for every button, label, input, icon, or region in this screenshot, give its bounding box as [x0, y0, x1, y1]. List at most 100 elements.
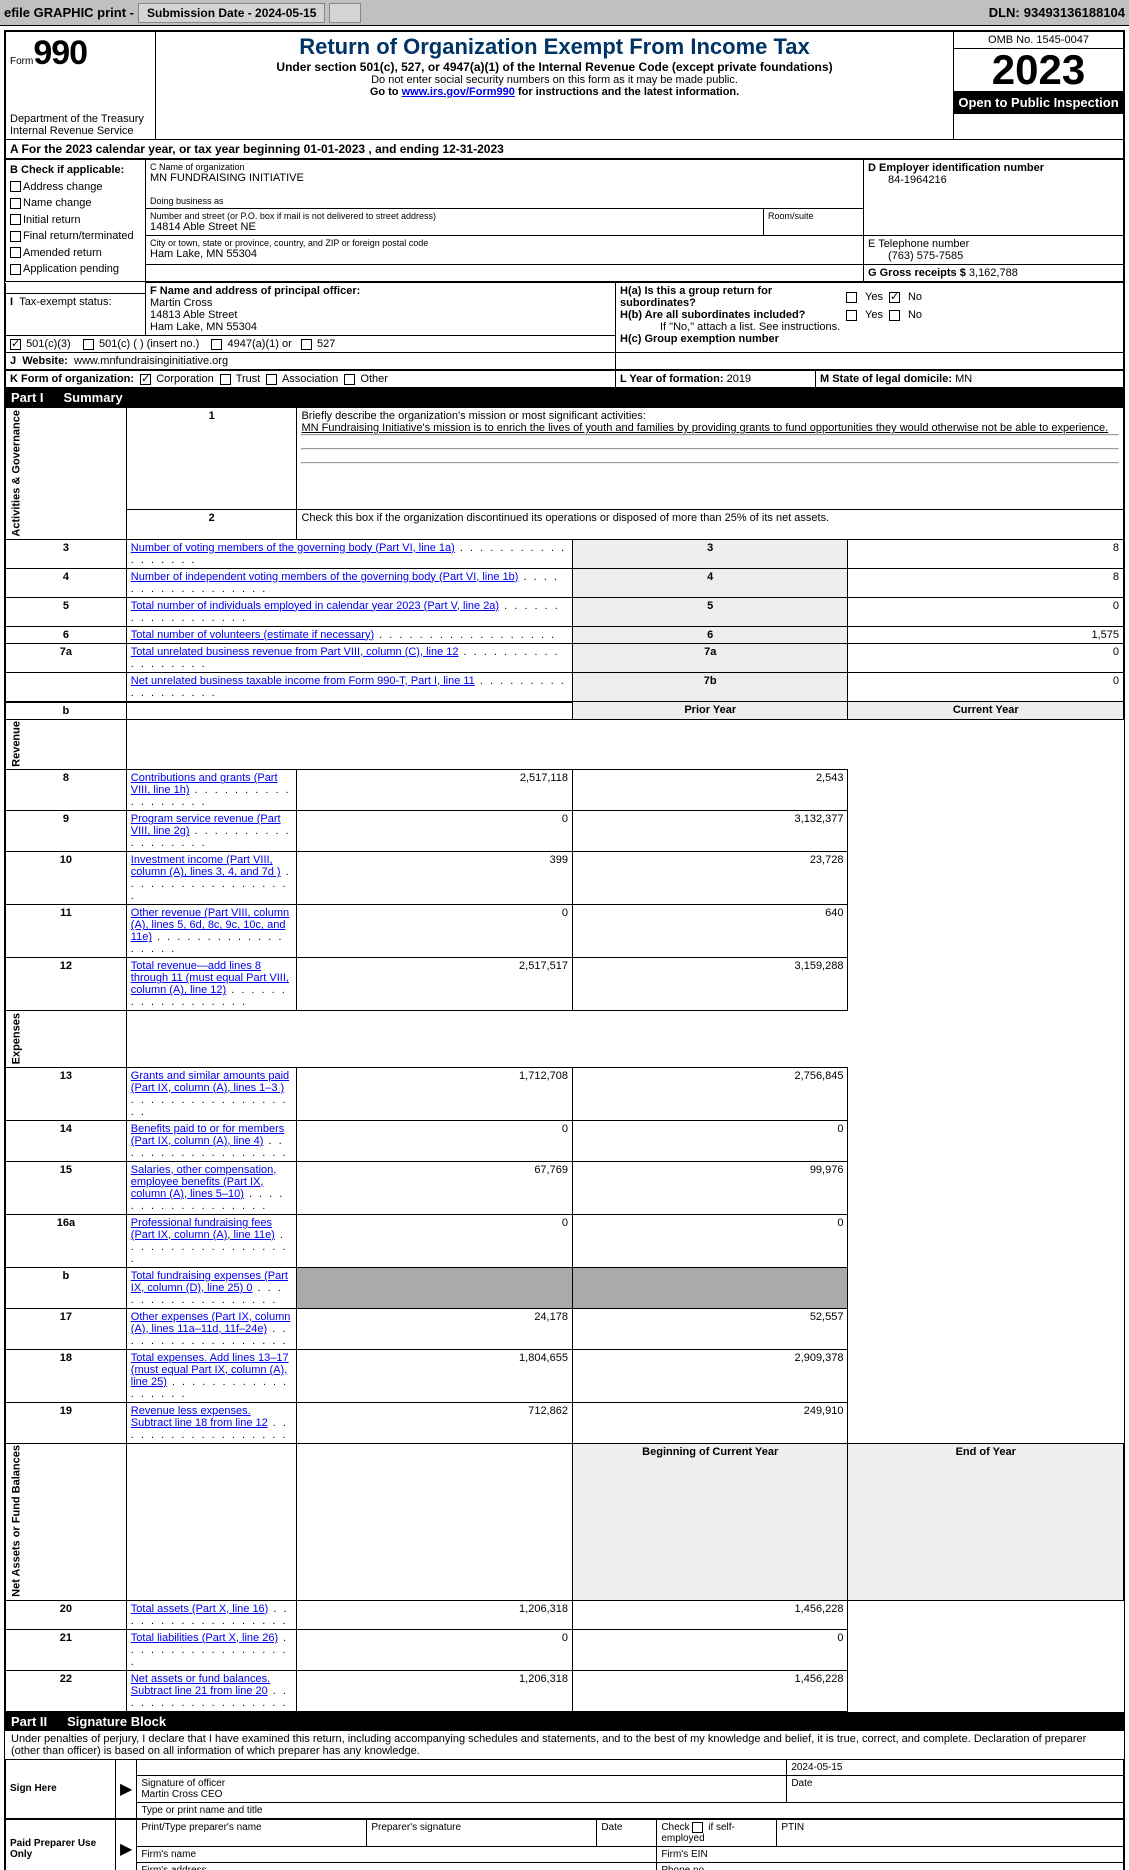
line-text: Net assets or fund balances. Subtract li… [126, 1670, 297, 1711]
arrow-icon-2: ▶ [120, 1841, 132, 1858]
year-formation-value: 2019 [727, 373, 751, 385]
line-text: Total revenue—add lines 8 through 11 (mu… [126, 958, 297, 1011]
line-box: 5 [572, 597, 848, 626]
ha-no-checkbox[interactable] [889, 292, 900, 303]
line-num: 20 [6, 1600, 127, 1629]
initial-return-checkbox[interactable] [10, 214, 21, 225]
cb-final: Final return/terminated [23, 230, 134, 242]
street-value: 14814 Able Street NE [150, 221, 759, 233]
corp-checkbox[interactable] [140, 374, 151, 385]
line-num: 11 [6, 905, 127, 958]
cb-initial: Initial return [23, 214, 80, 226]
department-label: Department of the Treasury Internal Reve… [10, 113, 151, 137]
line-value: 0 [848, 672, 1124, 702]
tax-status-label: Tax-exempt status: [19, 296, 111, 308]
line-value: 8 [848, 539, 1124, 568]
officer-status-table: F Name and address of principal officer:… [5, 282, 1124, 370]
side-expenses: Expenses [6, 1011, 127, 1067]
side-netassets: Net Assets or Fund Balances [6, 1443, 127, 1600]
firm-ein-label: Firm's EIN [657, 1846, 1124, 1862]
curr-val: 0 [572, 1120, 848, 1161]
c3-checkbox[interactable] [10, 339, 21, 350]
prior-val: 24,178 [297, 1308, 573, 1349]
final-return-checkbox[interactable] [10, 231, 21, 242]
prior-val: 67,769 [297, 1161, 573, 1214]
ha-yes-checkbox[interactable] [846, 292, 857, 303]
summary-table: Activities & Governance 1 Briefly descri… [5, 407, 1124, 1712]
period-label-a: A For the 2023 calendar year, or tax yea… [10, 142, 304, 156]
prior-val: 1,804,655 [297, 1349, 573, 1402]
line-num: 8 [6, 770, 127, 811]
line-1-text: MN Fundraising Initiative's mission is t… [301, 422, 1108, 434]
other-checkbox[interactable] [344, 374, 355, 385]
curr-val: 52,557 [572, 1308, 848, 1349]
name-change-checkbox[interactable] [10, 198, 21, 209]
blank-button[interactable] [329, 3, 360, 23]
sign-date: 2024-05-15 [787, 1759, 1124, 1775]
hb-no-checkbox[interactable] [889, 310, 900, 321]
domicile-label: M State of legal domicile: [820, 373, 952, 385]
line-1-label: Briefly describe the organization's miss… [301, 410, 645, 422]
line-text: Total fundraising expenses (Part IX, col… [126, 1267, 297, 1308]
line-num: b [6, 1267, 127, 1308]
hc-label: H(c) Group exemption number [620, 333, 779, 345]
a1-checkbox[interactable] [211, 339, 222, 350]
curr-val: 23,728 [572, 852, 848, 905]
arrow-icon: ▶ [120, 1781, 132, 1798]
app-pending-checkbox[interactable] [10, 264, 21, 275]
line-2-text: Check this box if the organization disco… [297, 510, 1124, 539]
line-num: 4 [6, 568, 127, 597]
assoc-checkbox[interactable] [266, 374, 277, 385]
line-text: Salaries, other compensation, employee b… [126, 1161, 297, 1214]
curr-val: 2,543 [572, 770, 848, 811]
form-title: Return of Organization Exempt From Incom… [160, 34, 949, 60]
gross-label: G Gross receipts $ [868, 267, 966, 279]
curr-val: 2,909,378 [572, 1349, 848, 1402]
s527-checkbox[interactable] [301, 339, 312, 350]
address-change-checkbox[interactable] [10, 181, 21, 192]
hb-no: No [908, 309, 922, 321]
firm-addr-label: Firm's address [137, 1862, 657, 1870]
prior-val: 0 [297, 905, 573, 958]
section-k-label: K Form of organization: [10, 373, 134, 385]
prior-val: 1,206,318 [297, 1600, 573, 1629]
prior-val: 0 [297, 1629, 573, 1670]
self-employed-checkbox[interactable] [692, 1822, 703, 1833]
line-text: Revenue less expenses. Subtract line 18 … [126, 1402, 297, 1443]
officer-street: 14813 Able Street [150, 309, 611, 321]
cb-name: Name change [23, 197, 92, 209]
prior-val: 399 [297, 852, 573, 905]
amended-return-checkbox[interactable] [10, 247, 21, 258]
hb-note: If "No," attach a list. See instructions… [620, 321, 1119, 333]
s527-label: 527 [317, 338, 335, 350]
curr-val: 3,159,288 [572, 958, 848, 1011]
line-text: Benefits paid to or for members (Part IX… [126, 1120, 297, 1161]
org-info-table: B Check if applicable: Address change Na… [5, 159, 1124, 282]
curr-val: 2,756,845 [572, 1067, 848, 1120]
line-text: Other revenue (Part VIII, column (A), li… [126, 905, 297, 958]
prior-val: 1,206,318 [297, 1670, 573, 1711]
curr-val: 3,132,377 [572, 811, 848, 852]
line-num: 22 [6, 1670, 127, 1711]
c-checkbox[interactable] [83, 339, 94, 350]
line-value: 8 [848, 568, 1124, 597]
part2-header: Part II Signature Block [5, 1712, 1124, 1731]
ha-yes: Yes [865, 291, 883, 303]
line-text: Total unrelated business revenue from Pa… [126, 643, 572, 672]
prior-year-hdr: Prior Year [572, 702, 848, 720]
goto-suffix: for instructions and the latest informat… [515, 86, 739, 98]
prep-date-label: Date [597, 1819, 657, 1846]
line-text: Investment income (Part VIII, column (A)… [126, 852, 297, 905]
form-container: Form990 Department of the Treasury Inter… [4, 30, 1125, 1870]
trust-checkbox[interactable] [220, 374, 231, 385]
c3-label: 501(c)(3) [26, 338, 71, 350]
ha-label: H(a) Is this a group return for subordin… [620, 285, 840, 309]
irs-link[interactable]: www.irs.gov/Form990 [402, 86, 515, 98]
submission-date-button[interactable]: Submission Date - 2024-05-15 [138, 3, 325, 23]
officer-sig-name: Martin Cross CEO [141, 1789, 222, 1800]
line-text: Grants and similar amounts paid (Part IX… [126, 1067, 297, 1120]
hb-yes-checkbox[interactable] [846, 310, 857, 321]
line-num: 13 [6, 1067, 127, 1120]
c-label: 501(c) ( ) (insert no.) [99, 338, 199, 350]
city-value: Ham Lake, MN 55304 [150, 248, 859, 260]
